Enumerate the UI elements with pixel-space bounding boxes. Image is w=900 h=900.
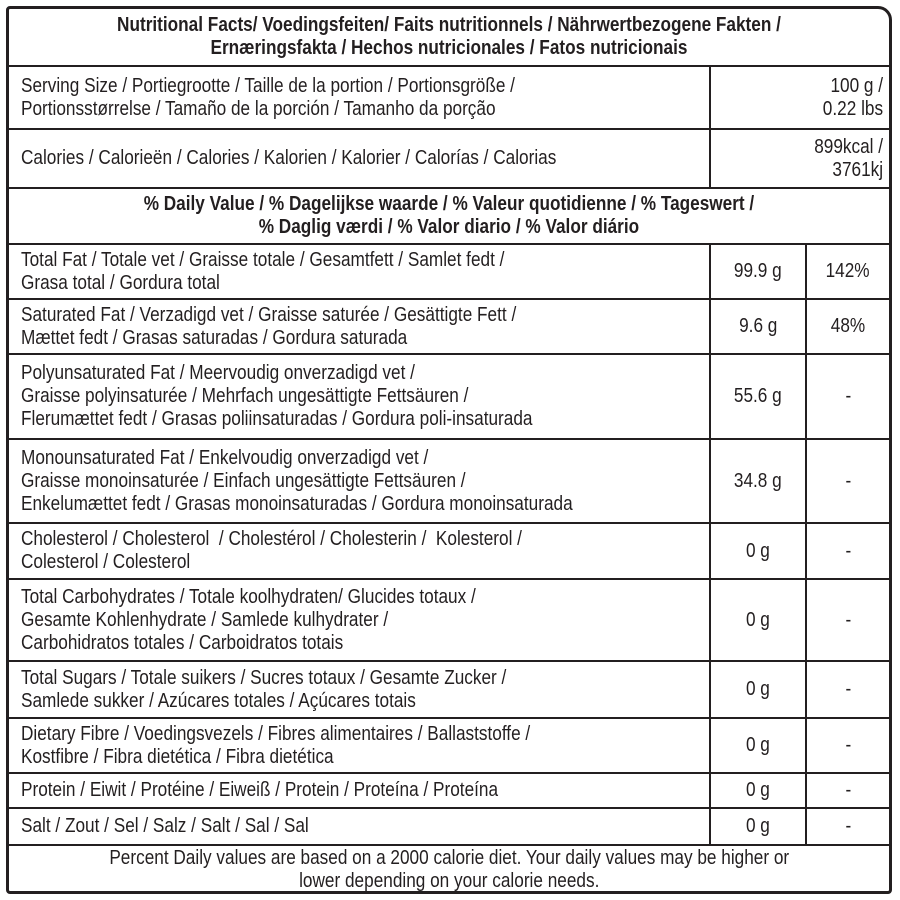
nutrient-name: Polyunsaturated Fat / Meervoudig onverza… bbox=[21, 362, 533, 430]
nutrient-name: Cholesterol / Cholesterol / Cholestérol … bbox=[21, 528, 522, 573]
nutrient-daily-value: - bbox=[845, 734, 851, 756]
nutrient-amount: 0 g bbox=[746, 734, 770, 756]
nutrient-amount: 0 g bbox=[746, 608, 770, 631]
nutrient-amount: 99.9 g bbox=[734, 260, 782, 282]
label-title: Nutritional Facts/ Voedingsfeiten/ Faits… bbox=[117, 14, 781, 59]
nutrient-amount: 55.6 g bbox=[734, 385, 782, 407]
daily-value-header: % Daily Value / % Dagelijkse waarde / % … bbox=[143, 193, 755, 238]
calories-row: Calories / Calorieën / Calories / Kalori… bbox=[9, 130, 889, 189]
serving-size-value: 100 g / 0.22 lbs bbox=[822, 74, 883, 120]
calories-label: Calories / Calorieën / Calories / Kalori… bbox=[21, 147, 557, 169]
nutrient-row: Total Carbohydrates / Totale koolhydrate… bbox=[9, 580, 889, 662]
nutrient-row: Polyunsaturated Fat / Meervoudig onverza… bbox=[9, 355, 889, 440]
nutrient-name: Total Carbohydrates / Totale koolhydrate… bbox=[21, 585, 476, 654]
nutrient-row: Total Sugars / Totale suikers / Sucres t… bbox=[9, 662, 889, 719]
nutrient-daily-value: - bbox=[845, 539, 851, 562]
nutrient-name: Saturated Fat / Verzadigd vet / Graisse … bbox=[21, 303, 517, 349]
nutrient-row: Total Fat / Totale vet / Graisse totale … bbox=[9, 245, 889, 300]
serving-size-row: Serving Size / Portiegrootte / Taille de… bbox=[9, 67, 889, 130]
nutrient-row: Dietary Fibre / Voedingsvezels / Fibres … bbox=[9, 719, 889, 774]
nutrient-amount: 9.6 g bbox=[738, 315, 778, 337]
nutrient-amount: 0 g bbox=[746, 779, 770, 801]
nutrient-row: Protein / Eiwit / Protéine / Eiweiß / Pr… bbox=[9, 774, 889, 809]
calories-value: 899kcal / 3761kj bbox=[814, 135, 883, 181]
nutrient-amount: 34.8 g bbox=[734, 469, 782, 492]
title-row: Nutritional Facts/ Voedingsfeiten/ Faits… bbox=[9, 9, 889, 67]
nutrient-amount: 0 g bbox=[746, 815, 770, 837]
nutrient-name: Total Sugars / Totale suikers / Sucres t… bbox=[21, 666, 507, 712]
nutrient-daily-value: 48% bbox=[830, 315, 866, 337]
serving-size-label: Serving Size / Portiegrootte / Taille de… bbox=[21, 74, 515, 120]
nutrition-facts-label: Nutritional Facts/ Voedingsfeiten/ Faits… bbox=[6, 6, 892, 894]
nutrient-row: Saturated Fat / Verzadigd vet / Graisse … bbox=[9, 300, 889, 355]
nutrient-daily-value: - bbox=[845, 779, 851, 801]
nutrient-amount: 0 g bbox=[746, 539, 770, 562]
nutrient-daily-value: 142% bbox=[826, 260, 870, 282]
nutrient-name: Dietary Fibre / Voedingsvezels / Fibres … bbox=[21, 722, 531, 768]
nutrient-amount: 0 g bbox=[746, 678, 770, 700]
nutrient-name: Monounsaturated Fat / Enkelvoudig onverz… bbox=[21, 446, 573, 515]
nutrient-daily-value: - bbox=[845, 608, 851, 631]
nutrient-daily-value: - bbox=[845, 815, 851, 837]
nutrient-row: Monounsaturated Fat / Enkelvoudig onverz… bbox=[9, 440, 889, 524]
nutrient-name: Salt / Zout / Sel / Salz / Salt / Sal / … bbox=[21, 815, 309, 837]
daily-value-header-row: % Daily Value / % Dagelijkse waarde / % … bbox=[9, 189, 889, 245]
nutrient-name: Total Fat / Totale vet / Graisse totale … bbox=[21, 248, 505, 294]
footnote-row: Percent Daily values are based on a 2000… bbox=[9, 846, 889, 892]
nutrient-daily-value: - bbox=[845, 385, 851, 407]
nutrient-daily-value: - bbox=[845, 678, 851, 700]
nutrient-row: Cholesterol / Cholesterol / Cholestérol … bbox=[9, 524, 889, 580]
nutrient-daily-value: - bbox=[845, 469, 851, 492]
nutrient-name: Protein / Eiwit / Protéine / Eiweiß / Pr… bbox=[21, 779, 499, 801]
footnote: Percent Daily values are based on a 2000… bbox=[109, 847, 789, 892]
nutrient-row: Salt / Zout / Sel / Salz / Salt / Sal / … bbox=[9, 809, 889, 846]
